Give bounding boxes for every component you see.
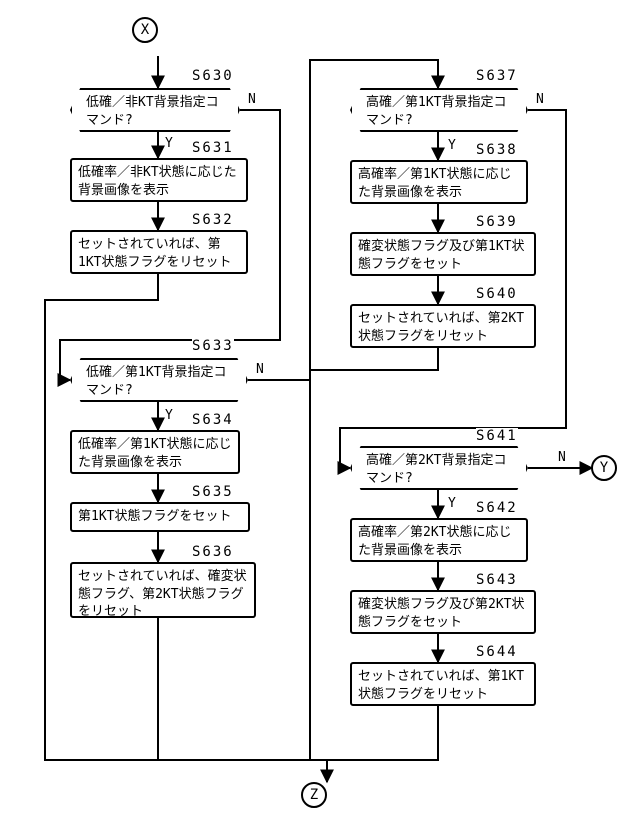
node-text: セットされていれば、第1KT状態フラグをリセット	[78, 237, 231, 270]
connector-y: Y	[591, 455, 617, 481]
step-label-s642: S642	[476, 500, 518, 516]
step-label-s641: S641	[476, 428, 518, 444]
branch-label-s637-n: N	[536, 92, 544, 107]
node-text: 第1KT状態フラグをセット	[78, 509, 231, 524]
process-s643: 確変状態フラグ及び第2KT状態フラグをセット	[350, 590, 536, 634]
process-s639: 確変状態フラグ及び第1KT状態フラグをセット	[350, 232, 536, 276]
node-text: 高確／第2KT背景指定コマンド?	[366, 453, 506, 486]
decision-s637: 高確／第1KT背景指定コマンド?	[350, 88, 528, 132]
node-text: 高確／第1KT背景指定コマンド?	[366, 95, 506, 128]
step-label-s643: S643	[476, 572, 518, 588]
step-label-s630: S630	[192, 68, 234, 84]
decision-s630: 低確／非KT背景指定コマンド?	[70, 88, 240, 132]
branch-label-s633-n: N	[256, 362, 264, 377]
step-label-s640: S640	[476, 286, 518, 302]
node-text: 確変状態フラグ及び第2KT状態フラグをセット	[358, 597, 524, 630]
branch-label-s633-y: Y	[165, 408, 173, 423]
node-text: 低確／第1KT背景指定コマンド?	[86, 365, 226, 398]
process-s642: 高確率／第2KT状態に応じた背景画像を表示	[350, 518, 528, 562]
process-s644: セットされていれば、第1KT状態フラグをリセット	[350, 662, 536, 706]
process-s638: 高確率／第1KT状態に応じた背景画像を表示	[350, 160, 528, 204]
step-label-s639: S639	[476, 214, 518, 230]
node-text: 高確率／第2KT状態に応じた背景画像を表示	[358, 525, 511, 558]
step-label-s644: S644	[476, 644, 518, 660]
process-s640: セットされていれば、第2KT状態フラグをリセット	[350, 304, 536, 348]
node-text: セットされていれば、確変状態フラグ、第2KT状態フラグをリセット	[78, 569, 247, 619]
branch-label-s637-y: Y	[448, 138, 456, 153]
process-s635: 第1KT状態フラグをセット	[70, 502, 250, 532]
process-s634: 低確率／第1KT状態に応じた背景画像を表示	[70, 430, 240, 474]
node-text: 低確率／第1KT状態に応じた背景画像を表示	[78, 437, 231, 470]
branch-label-s630-n: N	[248, 92, 256, 107]
connector-z-label: Z	[310, 787, 318, 803]
step-label-s633: S633	[192, 338, 234, 354]
decision-s633: 低確／第1KT背景指定コマンド?	[70, 358, 248, 402]
step-label-s637: S637	[476, 68, 518, 84]
branch-label-s641-n: N	[558, 450, 566, 465]
connector-y-label: Y	[600, 460, 608, 476]
process-s636: セットされていれば、確変状態フラグ、第2KT状態フラグをリセット	[70, 562, 256, 618]
connector-x-label: X	[141, 22, 149, 38]
process-s631: 低確率／非KT状態に応じた背景画像を表示	[70, 158, 248, 202]
step-label-s634: S634	[192, 412, 234, 428]
node-text: 低確率／非KT状態に応じた背景画像を表示	[78, 165, 237, 198]
node-text: セットされていれば、第2KT状態フラグをリセット	[358, 311, 524, 344]
node-text: セットされていれば、第1KT状態フラグをリセット	[358, 669, 524, 702]
step-label-s635: S635	[192, 484, 234, 500]
connector-x: X	[132, 17, 158, 43]
step-label-s636: S636	[192, 544, 234, 560]
step-label-s631: S631	[192, 140, 234, 156]
connector-z: Z	[301, 782, 327, 808]
process-s632: セットされていれば、第1KT状態フラグをリセット	[70, 230, 248, 274]
step-label-s632: S632	[192, 212, 234, 228]
flowchart-canvas: X Y Z 低確／非KT背景指定コマンド? 低確率／非KT状態に応じた背景画像を…	[0, 0, 640, 828]
node-text: 高確率／第1KT状態に応じた背景画像を表示	[358, 167, 511, 200]
node-text: 低確／非KT背景指定コマンド?	[86, 95, 219, 128]
branch-label-s641-y: Y	[448, 496, 456, 511]
decision-s641: 高確／第2KT背景指定コマンド?	[350, 446, 528, 490]
node-text: 確変状態フラグ及び第1KT状態フラグをセット	[358, 239, 524, 272]
branch-label-s630-y: Y	[165, 136, 173, 151]
step-label-s638: S638	[476, 142, 518, 158]
